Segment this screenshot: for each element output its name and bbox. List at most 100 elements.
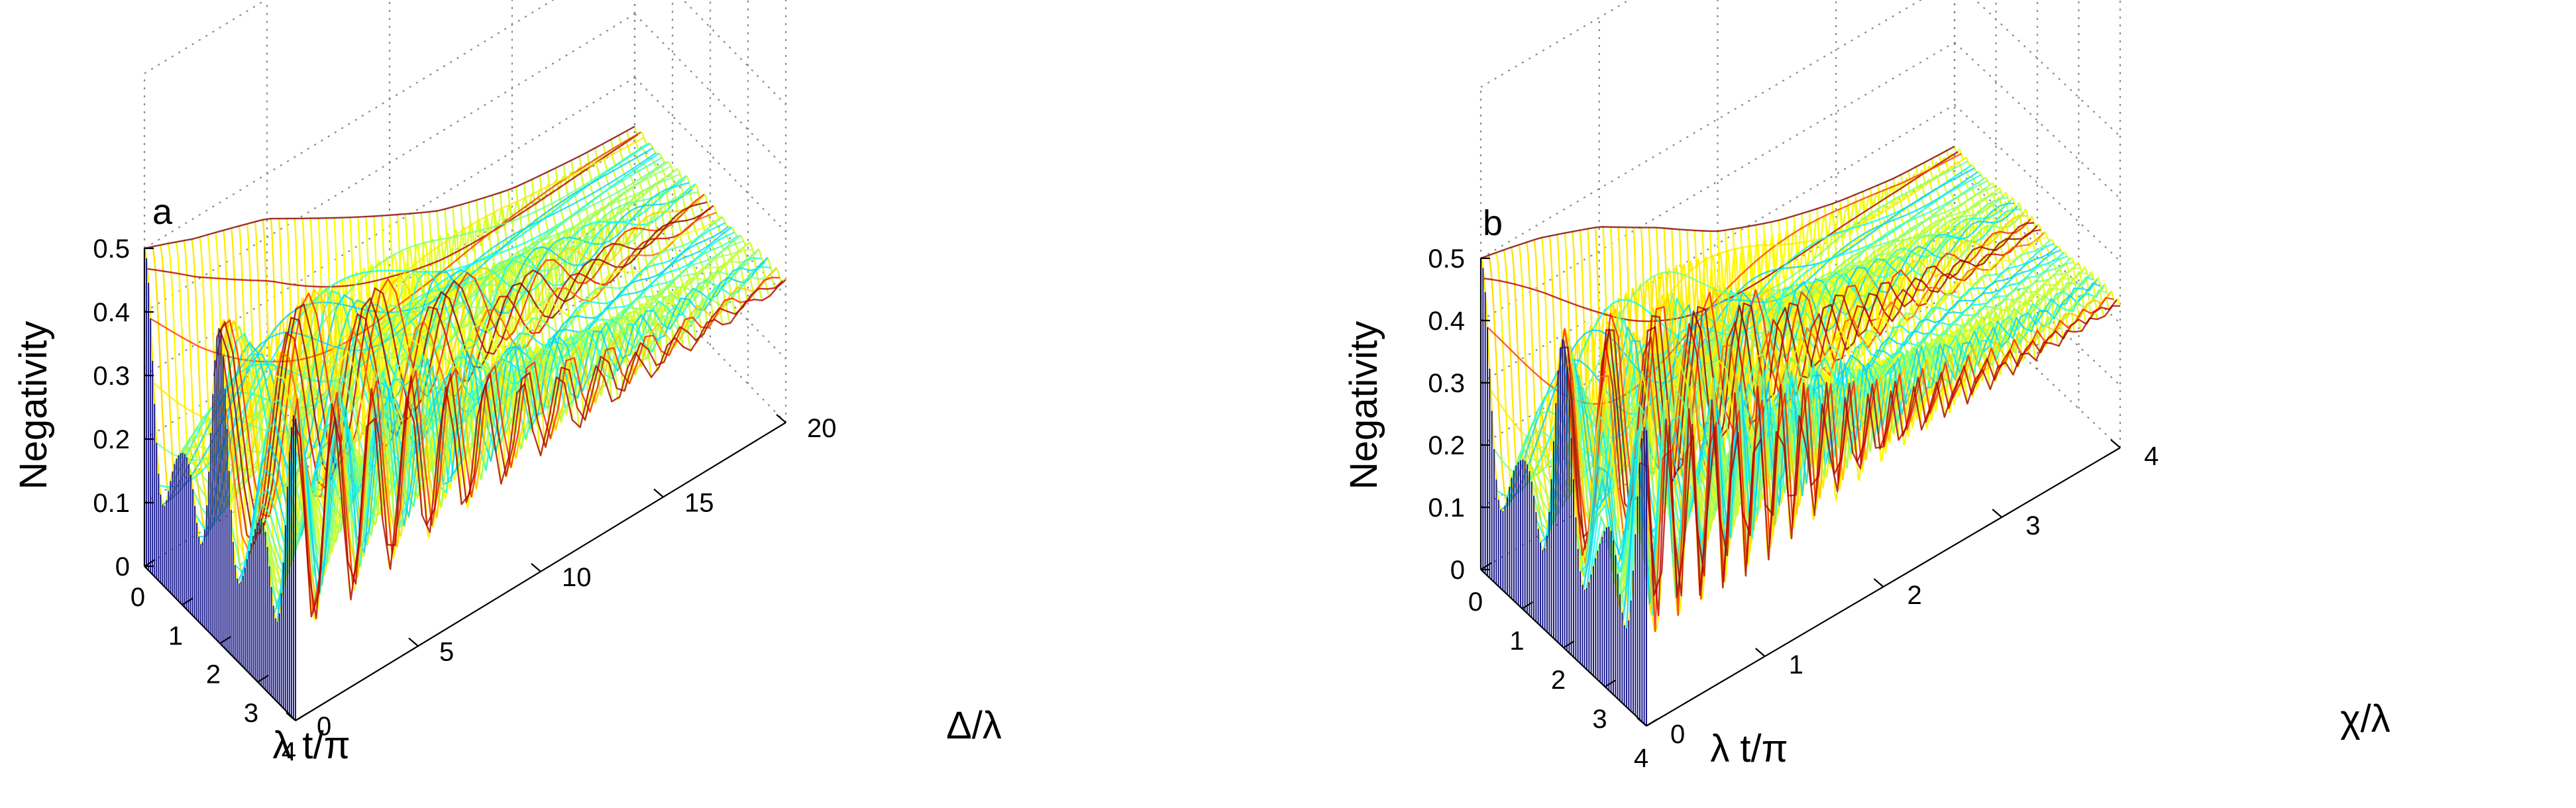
- x-tick-label: 3: [1592, 705, 1607, 734]
- z-tick-label: 0.4: [1428, 307, 1465, 336]
- grid-line: [144, 0, 267, 74]
- y-tick-label: 1: [1789, 650, 1803, 680]
- surface-wire-col: [1632, 289, 2108, 591]
- surface-wire-col: [1645, 305, 2121, 598]
- y-tick: [1873, 578, 1884, 587]
- z-tick-label: 0.3: [93, 362, 130, 391]
- z-tick-label: 0: [1450, 556, 1465, 585]
- surface-wire-col: [288, 276, 780, 613]
- x-tick: [257, 674, 269, 683]
- y-tick-label: 5: [439, 638, 454, 667]
- y-tick: [1992, 509, 2002, 518]
- y-tick-label: 3: [2025, 511, 2040, 540]
- surface-wire-col: [210, 197, 702, 509]
- x-tick-label: 2: [206, 660, 221, 689]
- x-tick: [1646, 719, 1658, 727]
- z-tick-label: 0.2: [93, 425, 130, 454]
- surface-wire-col: [1572, 236, 2048, 568]
- panel-b-letter: b: [1483, 203, 1503, 243]
- z-tick-label: 0.4: [93, 298, 130, 327]
- panel-a-y-label: Δ/λ: [946, 704, 1002, 747]
- x-tick-label: 4: [282, 737, 296, 766]
- y-tick: [408, 637, 419, 647]
- y-tick-label: 4: [2144, 442, 2159, 471]
- surface-wire-col: [1569, 232, 2045, 564]
- x-tick-label: 2: [1551, 666, 1566, 695]
- surface-wire-col: [234, 222, 726, 574]
- surface-wire-col: [1639, 297, 2114, 632]
- z-tick-label: 0.5: [1428, 244, 1465, 274]
- grid-line: [1480, 0, 1923, 259]
- y-tick-label: 20: [807, 414, 837, 443]
- y-tick: [1637, 717, 1647, 727]
- z-tick-label: 0: [115, 552, 130, 581]
- surface-wire-col: [294, 279, 786, 618]
- surface-wire-col: [1642, 299, 2118, 617]
- surface-wire-col: [216, 201, 708, 526]
- grid-line: [1480, 0, 1631, 88]
- y-tick-label: 0: [1670, 720, 1685, 749]
- surface-wire-col: [282, 270, 775, 603]
- surface-wire-col: [1540, 202, 2015, 544]
- panel-b-surface: [1479, 145, 2121, 632]
- panel-a-z-label: Negativity: [12, 321, 55, 490]
- x-tick: [1604, 680, 1617, 687]
- y-tick-label: 10: [562, 563, 592, 592]
- y-tick: [1755, 648, 1766, 657]
- surface-wire-col: [273, 262, 765, 613]
- surface-wire-col: [256, 244, 747, 581]
- z-tick-label: 0.1: [1428, 493, 1465, 523]
- panel-a-x-label: λ t/π: [272, 724, 350, 767]
- surface-wire-col: [1500, 167, 1975, 511]
- x-tick-label: 1: [1509, 627, 1524, 656]
- surface-wire-col: [270, 257, 762, 610]
- panel-a-surface: [143, 125, 786, 623]
- surface-wire-col: [170, 156, 663, 477]
- surface-wire-col: [144, 125, 635, 250]
- x-tick: [1521, 601, 1534, 609]
- surface-wire-col: [147, 134, 639, 288]
- surface-wire-col: [1595, 258, 2071, 586]
- z-tick-label: 0.1: [93, 489, 130, 518]
- y-tick-label: 15: [684, 489, 714, 518]
- grid-line: [682, 0, 786, 105]
- panel-b-y-label: χ/λ: [2340, 697, 2390, 740]
- surface-wire-col: [1480, 145, 1955, 260]
- x-tick-label: 0: [1468, 587, 1483, 617]
- panel-b-z-label: Negativity: [1342, 321, 1385, 490]
- surface-wire-col: [225, 211, 717, 554]
- x-tick-label: 0: [131, 583, 145, 612]
- panel-a-letter: a: [152, 192, 173, 232]
- x-tick: [219, 636, 231, 644]
- surface-wire-col: [174, 162, 666, 465]
- y-tick: [776, 414, 786, 423]
- y-tick: [286, 712, 296, 721]
- y-tick-label: 0: [317, 712, 331, 741]
- z-tick-label: 0.5: [93, 234, 130, 264]
- grid-line: [1974, 0, 2121, 137]
- x-tick: [144, 559, 156, 567]
- x-tick: [295, 713, 307, 721]
- y-tick: [531, 563, 541, 572]
- y-tick: [2110, 439, 2121, 448]
- x-tick: [1480, 562, 1492, 570]
- z-tick-label: 0.3: [1428, 369, 1465, 398]
- x-tick: [1563, 640, 1575, 648]
- y-tick-label: 2: [1907, 581, 1922, 610]
- surface-wire-col: [219, 207, 711, 535]
- panel-b-x-label: λ t/π: [1710, 727, 1788, 770]
- x-tick: [182, 597, 193, 606]
- surface-wire-col: [1503, 171, 1978, 510]
- surface-wire-col: [286, 268, 778, 605]
- x-tick-label: 1: [168, 621, 183, 650]
- x-tick-label: 3: [244, 699, 258, 728]
- y-tick: [653, 488, 664, 498]
- z-tick-label: 0.2: [1428, 431, 1465, 460]
- surface-wire-col: [1546, 208, 2021, 536]
- panel-a-curtain: [144, 248, 296, 721]
- surface-wire-col: [292, 280, 784, 619]
- x-tick-label: 4: [1634, 744, 1648, 773]
